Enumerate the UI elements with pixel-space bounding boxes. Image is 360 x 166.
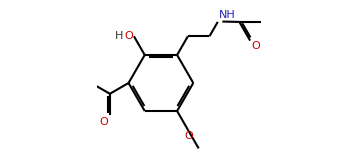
Text: O: O [99, 117, 108, 127]
Text: NH: NH [219, 10, 235, 20]
Text: O: O [251, 42, 260, 51]
Text: O: O [184, 131, 193, 141]
Text: O: O [124, 31, 133, 41]
Text: H: H [115, 31, 123, 41]
